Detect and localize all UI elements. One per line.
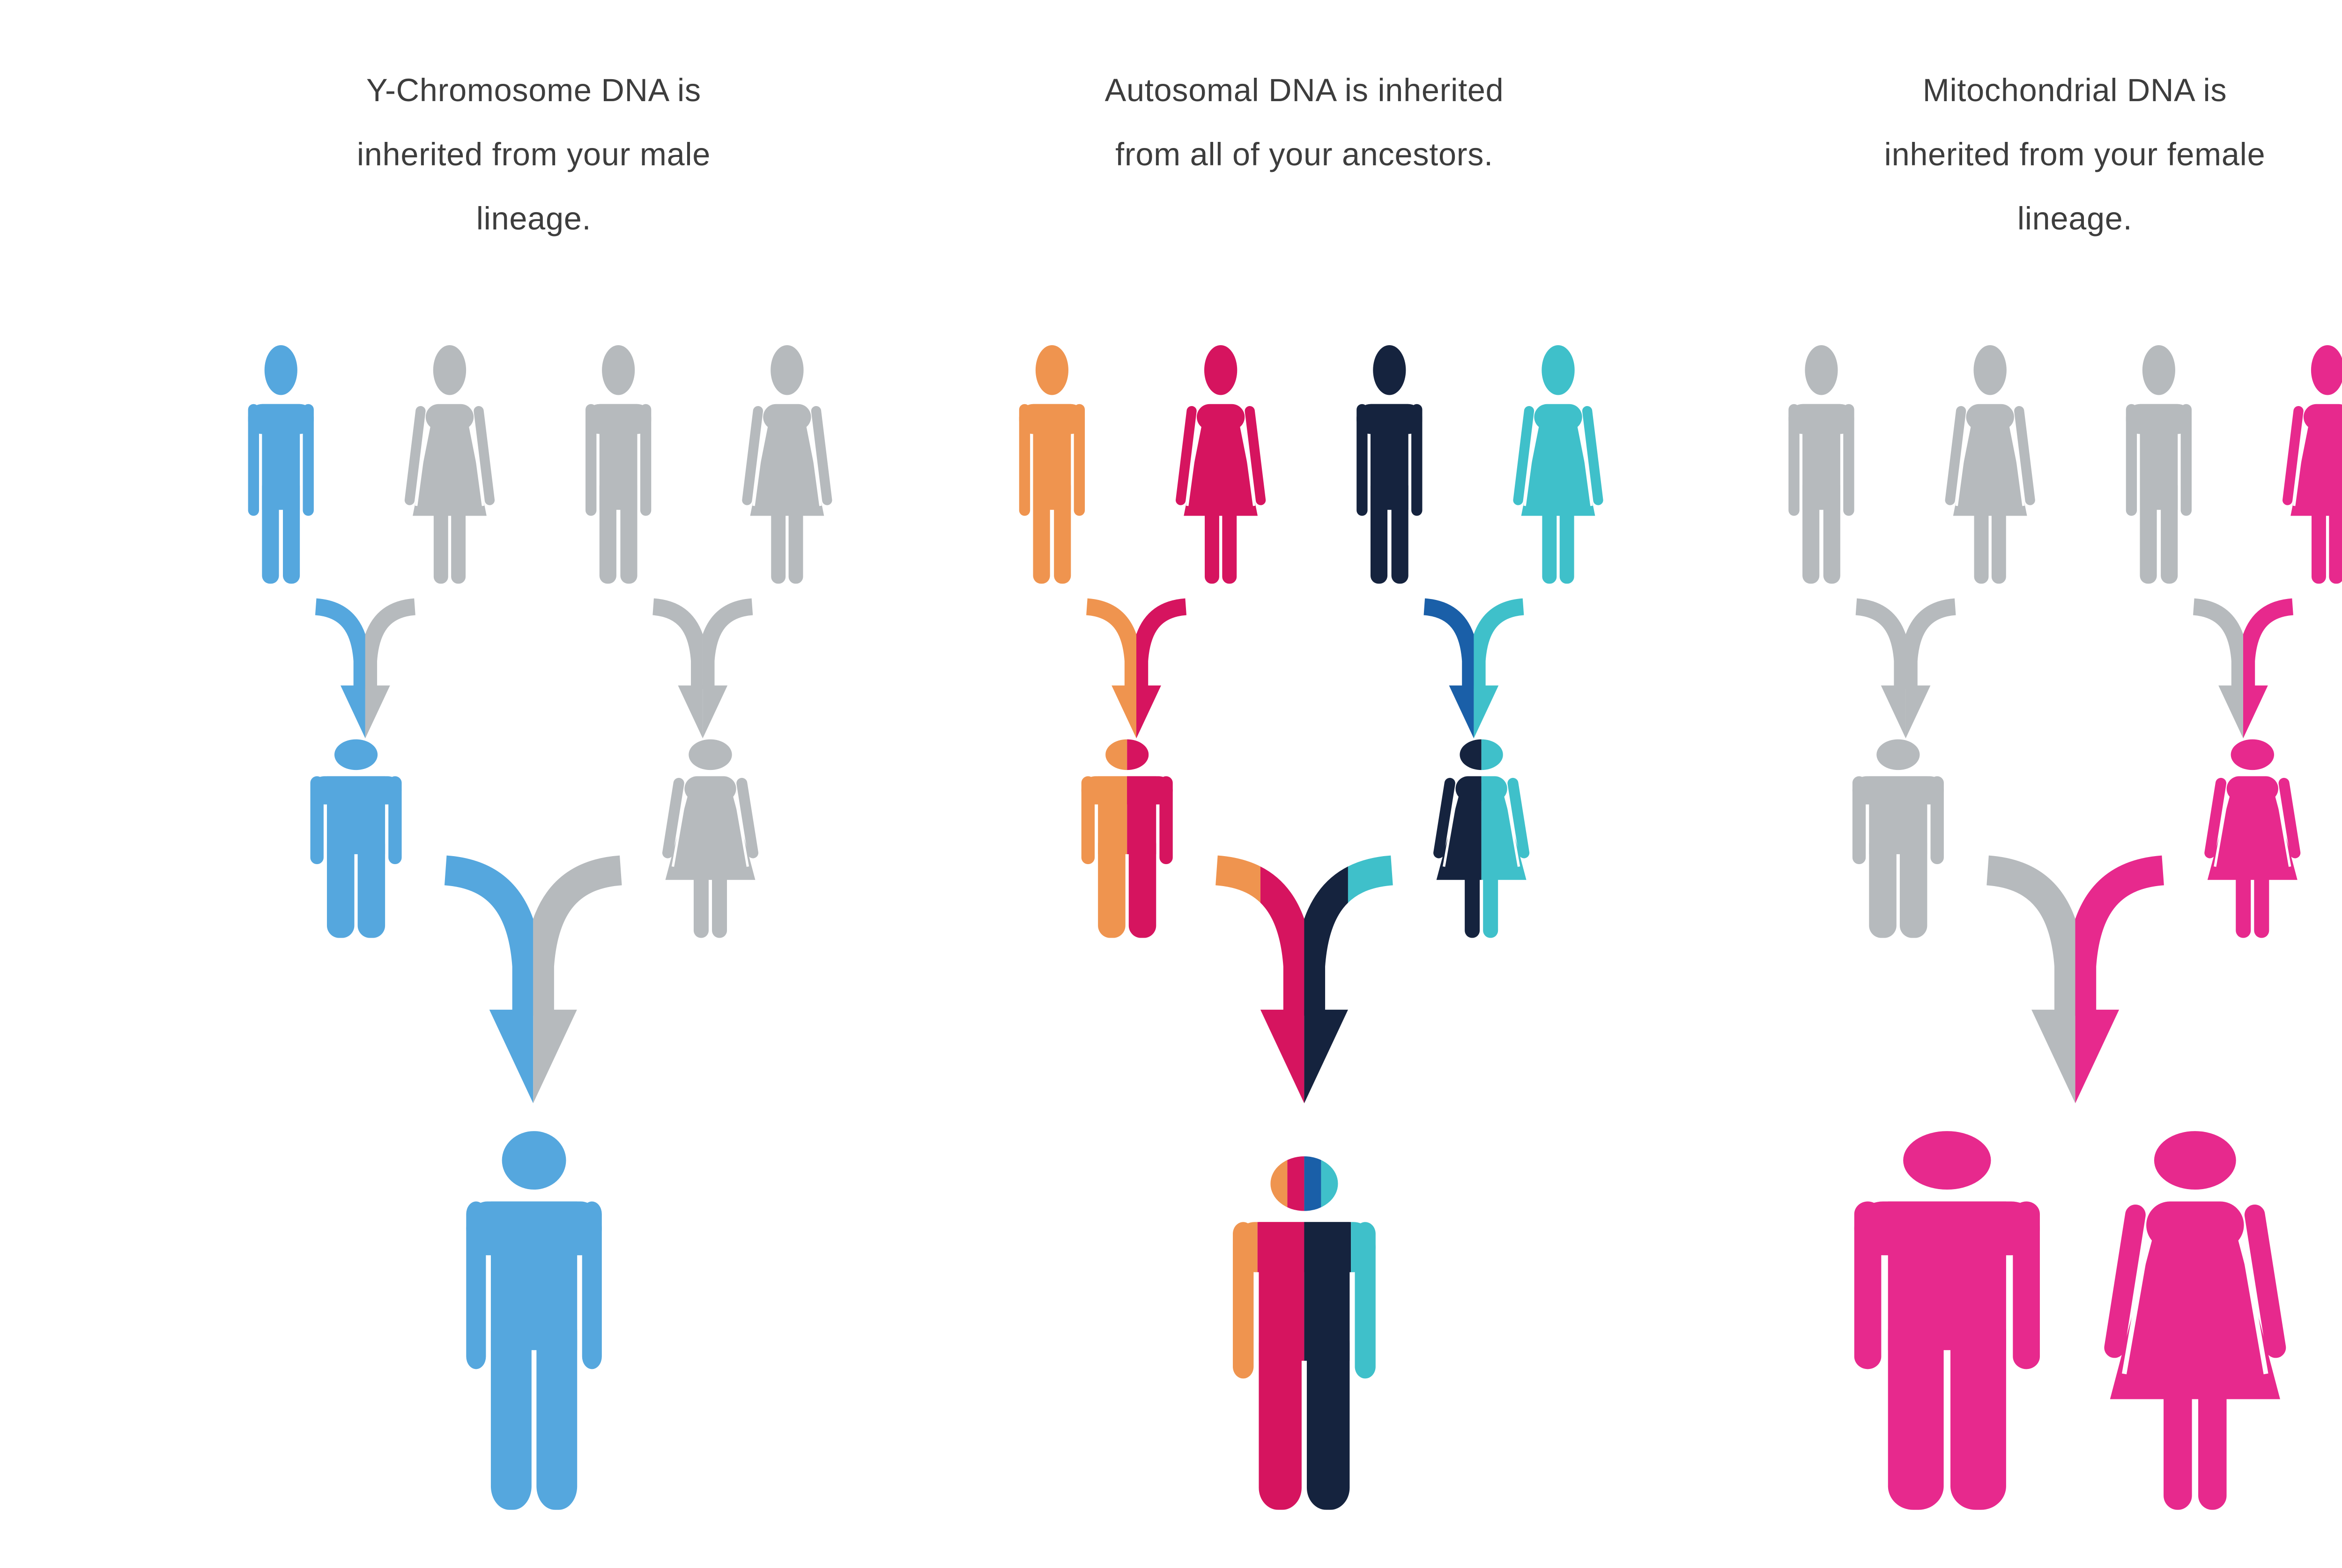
arrow-slot xyxy=(1304,596,1642,744)
panel-title: Y-Chromosome DNA is inherited from your … xyxy=(356,74,711,238)
figure-slot xyxy=(196,344,365,584)
merge-arrow-icon xyxy=(646,596,759,744)
generation-grandparents xyxy=(919,344,1690,584)
merge-arrows-row xyxy=(1690,596,2342,744)
generation-children xyxy=(148,1130,919,1510)
child-merge-arrow xyxy=(1205,850,1404,1113)
female-figure xyxy=(2268,345,2342,584)
arrow-slot xyxy=(967,596,1304,744)
panel-title: Autosomal DNA is inherited from all of y… xyxy=(1104,74,1504,174)
merge-arrow-icon xyxy=(2187,596,2300,744)
male-figure xyxy=(1852,739,1943,938)
female-figure xyxy=(727,345,847,584)
male-figure xyxy=(1233,1156,1376,1510)
male-figure xyxy=(466,1131,602,1510)
arrow-slot xyxy=(196,596,534,744)
figure-slot xyxy=(534,344,703,584)
merge-arrow-icon xyxy=(1850,596,1963,744)
figure-slot xyxy=(365,344,534,584)
generation-grandparents xyxy=(148,344,919,584)
female-figure xyxy=(1497,345,1617,584)
figure-slot xyxy=(1135,344,1304,584)
generation-parents xyxy=(1690,739,2342,938)
panels-row: Y-Chromosome DNA is inherited from your … xyxy=(148,0,2342,1510)
child-merge-arrow xyxy=(434,850,633,1113)
merge-arrow-icon xyxy=(1205,850,1404,1113)
male-figure xyxy=(1356,345,1422,584)
female-figure xyxy=(2076,1131,2312,1509)
male-figure xyxy=(2126,345,2192,584)
female-figure xyxy=(648,739,773,938)
female-figure xyxy=(1931,345,2051,584)
panel-mitochondrial-dna: Mitochondrial DNA is inherited from your… xyxy=(1690,0,2342,1510)
merge-arrows-row xyxy=(148,596,919,744)
arrow-slot xyxy=(1737,596,2075,744)
merge-arrow-icon xyxy=(434,850,633,1113)
figure-slot xyxy=(1473,344,1642,584)
merge-arrow-icon xyxy=(1079,596,1192,744)
child-merge-arrow xyxy=(1975,850,2174,1113)
figure-slot xyxy=(703,344,871,584)
figure-slot xyxy=(1304,344,1473,584)
merge-arrow-icon xyxy=(1416,596,1529,744)
merge-arrow-icon xyxy=(1975,850,2174,1113)
generation-children xyxy=(1690,1130,2342,1510)
female-figure xyxy=(2190,739,2315,938)
male-figure xyxy=(1081,739,1173,938)
figure-slot xyxy=(2244,344,2342,584)
arrow-slot xyxy=(2075,596,2342,744)
female-figure xyxy=(1419,739,1544,938)
panel-autosomal-dna: Autosomal DNA is inherited from all of y… xyxy=(919,0,1690,1510)
generation-children xyxy=(919,1130,1690,1510)
male-figure xyxy=(1789,345,1855,584)
male-figure xyxy=(1018,345,1084,584)
arrow-slot xyxy=(534,596,871,744)
merge-arrows-row xyxy=(919,596,1690,744)
female-figure xyxy=(1160,345,1280,584)
generation-parents xyxy=(148,739,919,938)
figure-slot xyxy=(2075,344,2244,584)
male-figure xyxy=(311,739,402,938)
female-figure xyxy=(390,345,510,584)
figure-slot xyxy=(1737,344,1906,584)
panel-title: Mitochondrial DNA is inherited from your… xyxy=(1884,74,2266,238)
merge-arrow-icon xyxy=(309,596,422,744)
panel-y-chromosome-dna: Y-Chromosome DNA is inherited from your … xyxy=(148,0,919,1510)
male-figure xyxy=(1853,1131,2039,1510)
figure-slot xyxy=(967,344,1135,584)
generation-parents xyxy=(919,739,1690,938)
figure-slot xyxy=(1906,344,2075,584)
generation-grandparents xyxy=(1690,344,2342,584)
male-figure xyxy=(248,345,314,584)
male-figure xyxy=(585,345,651,584)
